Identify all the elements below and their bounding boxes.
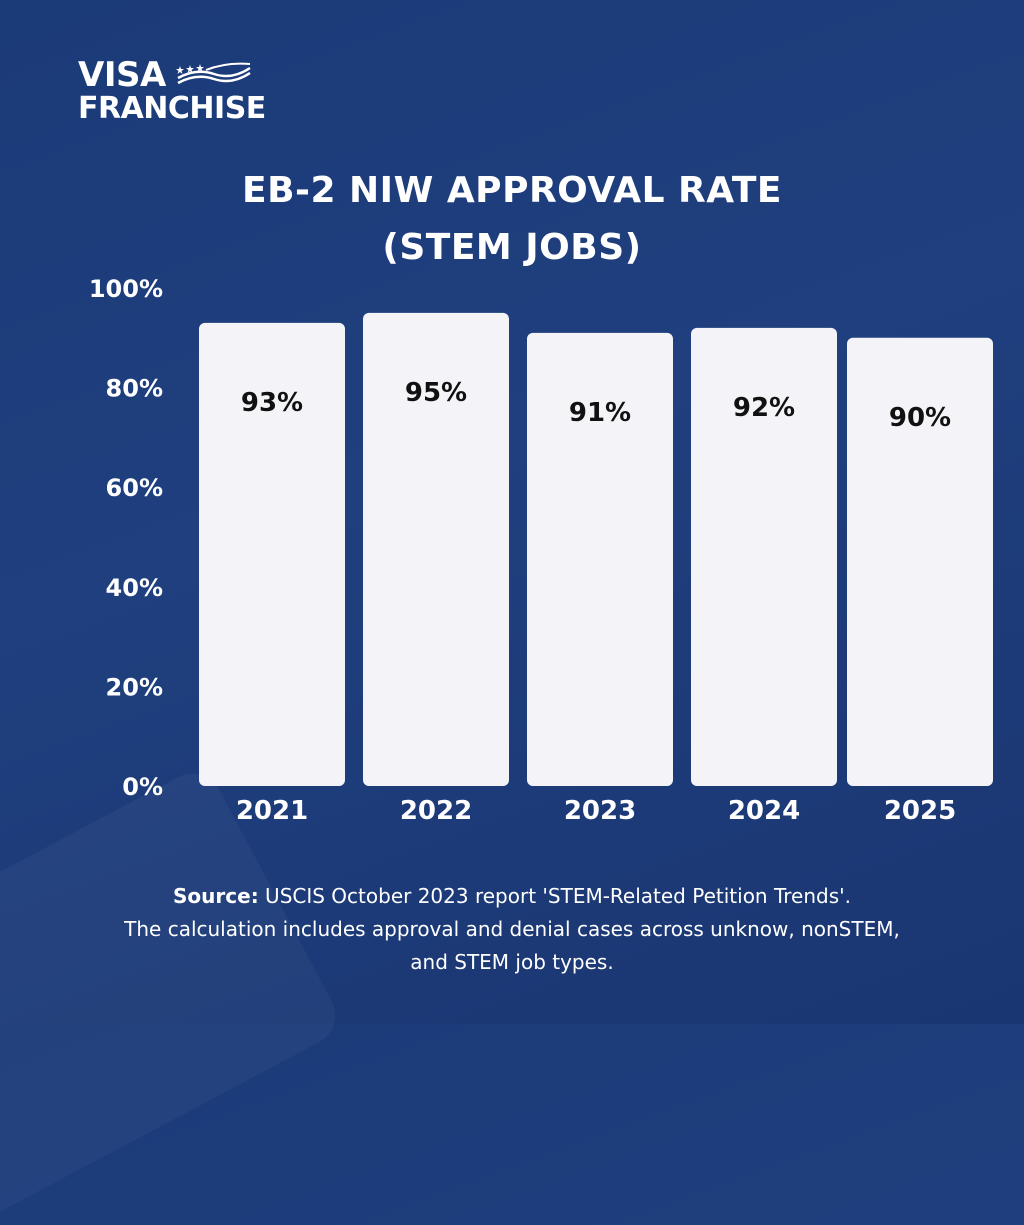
bar-2024: [691, 327, 837, 786]
x-tick-label: 2024: [728, 796, 800, 826]
y-tick-label: 80%: [106, 375, 163, 403]
bar-chart: 0% 20% 40% 60% 80% 100% 93% 2021 95% 2022 91% 2023 9…: [89, 275, 993, 826]
bar-2023: [527, 332, 673, 786]
bar-value-label: 92%: [733, 393, 795, 423]
bar-value-label: 93%: [241, 388, 303, 418]
x-tick-label: 2022: [400, 796, 472, 826]
y-tick-label: 0%: [122, 773, 163, 801]
source-line1: Source: USCIS October 2023 report 'STEM-…: [0, 880, 1024, 913]
brand-logo: VISA FRANCHISE: [78, 58, 266, 124]
source-note: Source: USCIS October 2023 report 'STEM-…: [0, 880, 1024, 979]
brand-line1: VISA: [78, 55, 166, 95]
y-tick-label: 40%: [106, 574, 163, 602]
source-label: Source:: [173, 884, 259, 908]
brand-line2: FRANCHISE: [78, 91, 266, 126]
bar-value-label: 95%: [405, 378, 467, 408]
bar-2021: [199, 322, 345, 786]
y-tick-label: 60%: [106, 474, 163, 502]
bar-2025: [847, 337, 993, 786]
source-text: USCIS October 2023 report 'STEM-Related …: [258, 884, 851, 908]
bar-value-label: 91%: [569, 398, 631, 428]
flag-icon: [175, 62, 251, 85]
y-tick-label: 20%: [106, 673, 163, 701]
y-tick-label: 100%: [89, 275, 163, 303]
bar-2022: [363, 312, 509, 786]
chart-title: EB-2 NIW APPROVAL RATE: [242, 170, 782, 211]
source-line2: The calculation includes approval and de…: [124, 917, 900, 941]
chart-subtitle: (STEM JOBS): [382, 227, 642, 268]
source-line3: and STEM job types.: [410, 950, 614, 974]
x-tick-label: 2021: [236, 796, 308, 826]
x-tick-label: 2025: [884, 796, 956, 826]
bar-value-label: 90%: [889, 403, 951, 433]
x-tick-label: 2023: [564, 796, 636, 826]
